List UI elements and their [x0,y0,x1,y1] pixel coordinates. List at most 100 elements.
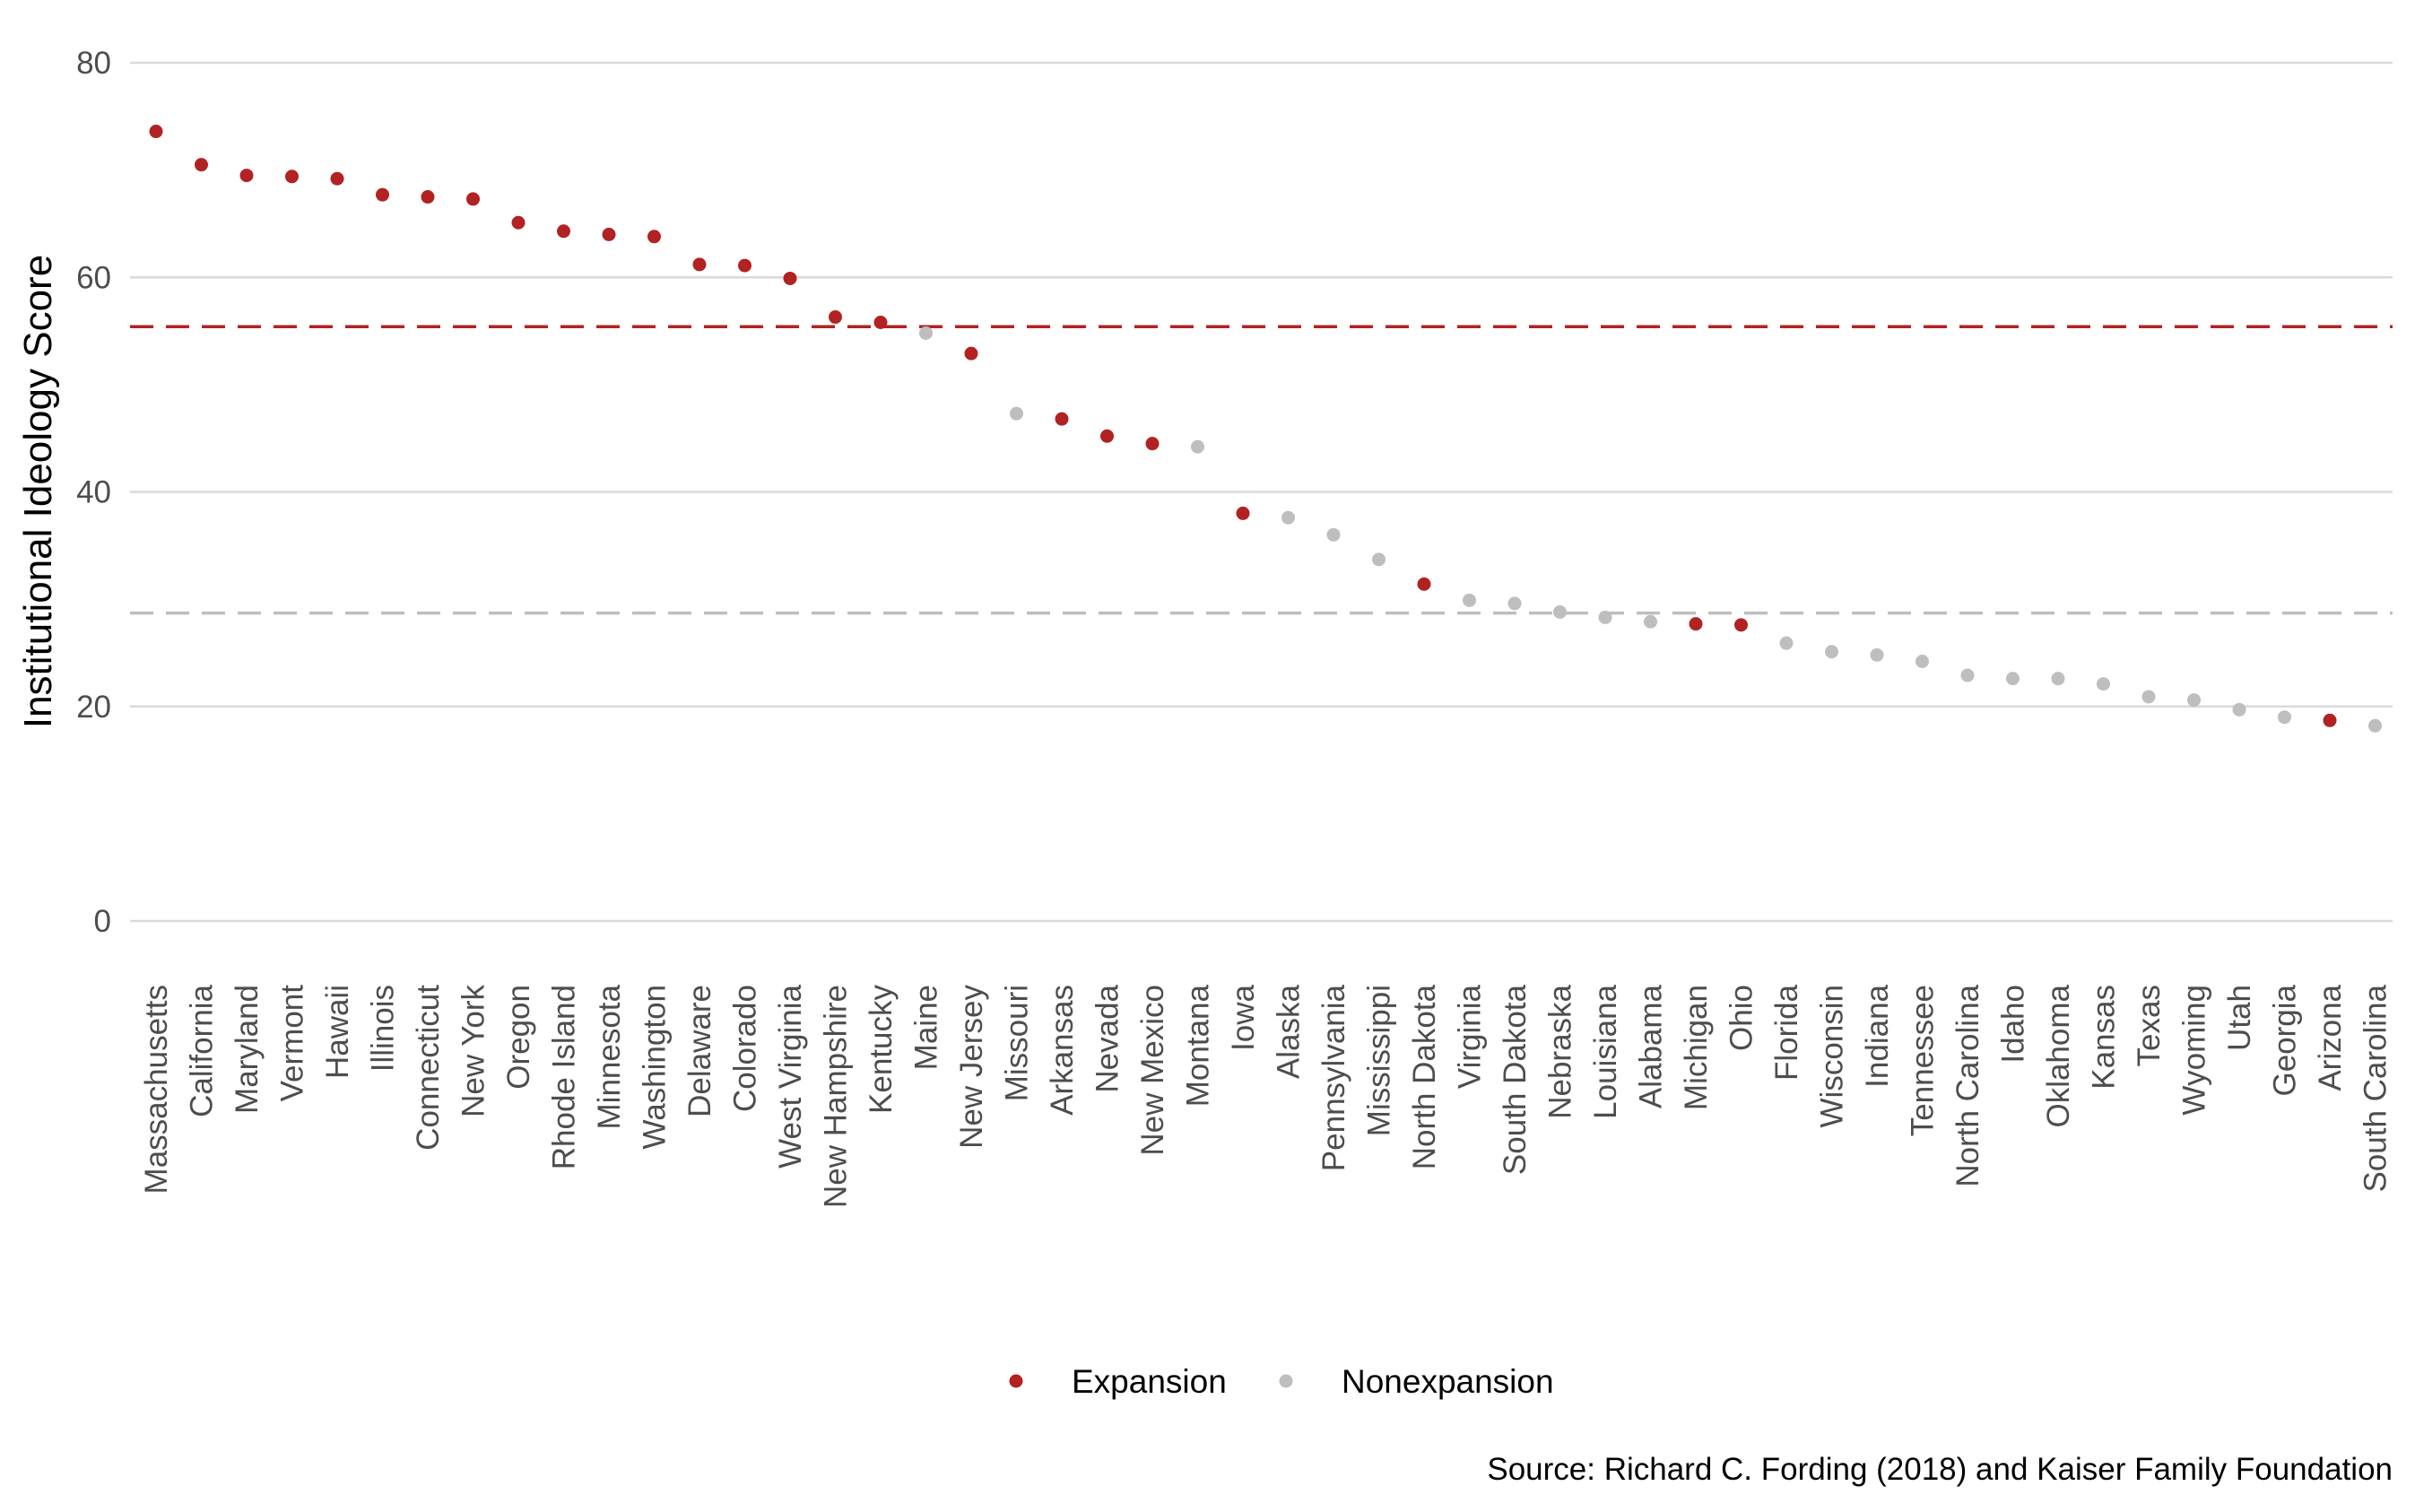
data-point [1689,617,1703,631]
x-tick-label: Vermont [275,985,310,1102]
y-axis-ticks: 0 20 40 60 80 [76,46,111,939]
data-point [2368,718,2382,733]
x-tick-label: Idaho [1996,985,2031,1064]
x-tick-label: Virginia [1453,984,1488,1089]
data-point [1236,506,1250,520]
data-point [1100,429,1114,443]
data-point [964,346,978,361]
data-point [692,257,707,272]
data-point [195,158,208,172]
x-tick-label: West Virginia [773,984,808,1168]
data-point [1463,593,1476,607]
data-point [376,187,389,202]
x-tick-label: Alaska [1272,984,1307,1079]
x-axis-ticks: Massachusetts California Maryland Vermont Ha… [139,984,2393,1208]
x-tick-label: Pennsylvania [1316,984,1351,1171]
data-point [1734,618,1748,632]
x-tick-label: Michigan [1679,985,1714,1110]
data-point [2187,693,2201,708]
data-points [149,125,2382,733]
x-tick-label: Minnesota [592,984,627,1129]
y-tick-label: 80 [76,46,111,81]
data-point [1507,596,1522,611]
x-tick-label: Wyoming [2177,985,2212,1116]
x-tick-label: Arizona [2313,984,2348,1091]
x-tick-label: Kansas [2087,985,2122,1090]
y-tick-label: 0 [94,904,111,939]
data-point [829,310,842,325]
x-tick-label: Colorado [728,985,763,1112]
x-tick-label: Texas [2132,985,2167,1066]
data-point [1960,668,1975,682]
legend-label-nonexpansion: Nonexpansion [1342,1363,1554,1400]
data-point [1417,577,1431,591]
x-tick-label: Wisconsin [1815,985,1850,1127]
x-tick-label: Rhode Island [547,985,582,1169]
data-point [1281,510,1295,525]
x-tick-label: Louisiana [1588,984,1623,1118]
x-tick-label: Mississippi [1362,985,1397,1136]
data-point [1553,604,1567,619]
data-point [2232,702,2246,717]
x-tick-label: Massachusetts [139,985,174,1194]
x-tick-label: Maryland [230,985,265,1114]
x-tick-label: Delaware [682,985,717,1117]
data-point [1191,439,1204,454]
data-point [239,169,254,183]
x-tick-label: California [185,984,220,1117]
x-tick-label: Kentucky [864,985,899,1114]
data-point [1825,645,1838,659]
data-point [511,215,526,230]
data-point [738,258,751,273]
legend-label-expansion: Expansion [1072,1363,1227,1400]
x-tick-label: Iowa [1226,984,1261,1050]
data-point [2278,710,2291,725]
legend-key-nonexpansion [1279,1374,1293,1388]
data-point [2097,677,2110,691]
x-tick-label: Missouri [1000,985,1035,1101]
x-tick-label: Utah [2222,985,2257,1051]
x-tick-label: Illinois [366,985,401,1072]
x-tick-label: Florida [1769,984,1804,1081]
data-point [1145,437,1160,451]
y-tick-label: 40 [76,475,111,510]
data-point [2323,713,2337,727]
mean-reference-lines [130,325,2393,615]
legend-key-expansion [1009,1374,1023,1388]
x-tick-label: Nebraska [1543,984,1578,1118]
x-tick-label: Ohio [1724,985,1759,1051]
data-point [466,192,480,206]
data-point [647,230,661,244]
data-point [1372,552,1386,567]
data-point [1870,647,1884,662]
x-tick-label: Montana [1181,984,1216,1107]
x-tick-label: New Hampshire [819,985,854,1208]
data-point [2141,690,2156,704]
data-point [285,169,299,184]
data-point [602,227,616,241]
gridlines [130,61,2393,923]
y-tick-label: 60 [76,260,111,295]
x-tick-label: Tennessee [1906,985,1941,1136]
x-tick-label: Arkansas [1045,985,1080,1116]
data-point [919,326,933,340]
x-tick-label: Georgia [2268,984,2303,1096]
y-axis-title: Institutional Ideology Score [16,255,60,728]
x-tick-label: Washington [638,985,673,1150]
data-point [1055,412,1069,426]
data-point [421,190,435,204]
data-point [330,171,344,186]
data-point [783,271,797,285]
x-tick-label: Alabama [1634,984,1669,1108]
x-tick-label: South Carolina [2359,984,2393,1192]
data-point [873,315,888,329]
x-tick-label: Oregon [501,985,536,1090]
data-point [1915,655,1929,669]
data-point [1326,527,1341,542]
x-tick-label: South Dakota [1498,984,1533,1175]
y-tick-label: 20 [76,690,111,725]
x-tick-label: Maine [909,985,944,1070]
x-tick-label: North Dakota [1407,984,1442,1169]
x-tick-label: New York [456,985,491,1117]
